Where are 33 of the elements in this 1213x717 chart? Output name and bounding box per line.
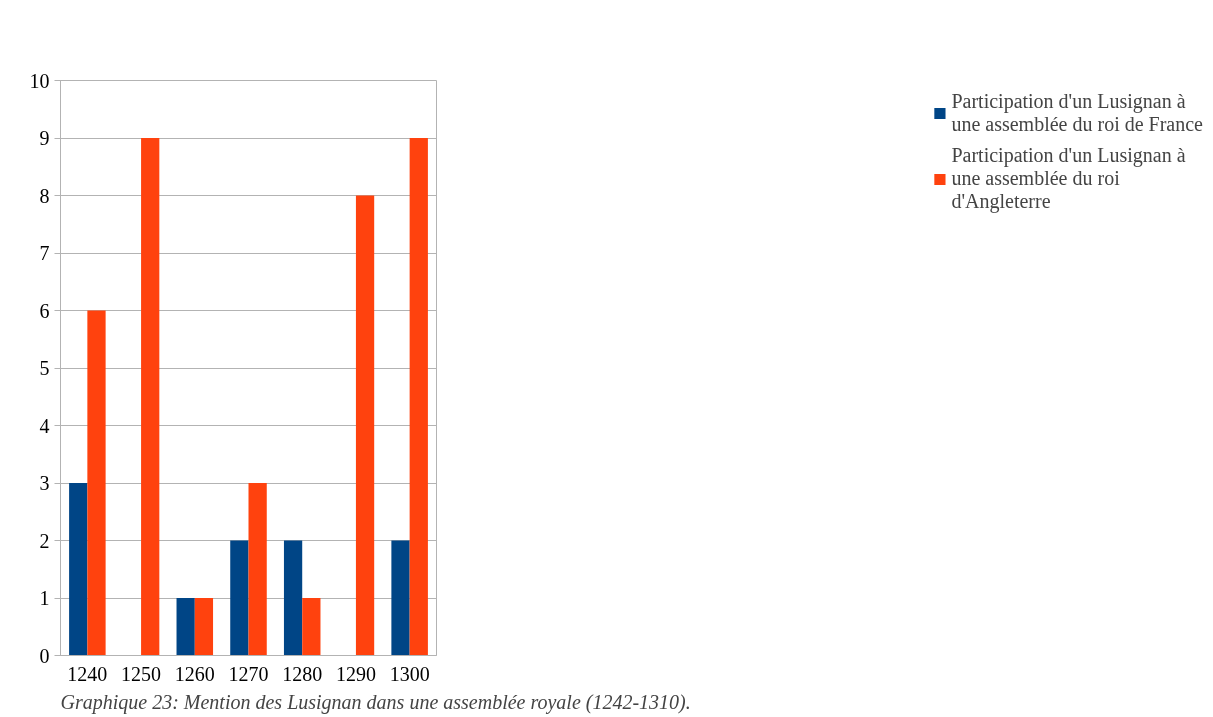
y-tick-label: 8	[39, 184, 50, 207]
bar	[283, 540, 303, 656]
x-tick-label: 1250	[121, 662, 162, 685]
x-tick-label: 1260	[174, 662, 215, 685]
x-tick-label: 1240	[67, 662, 108, 685]
bar	[141, 138, 160, 656]
x-tick-label: 1300	[389, 662, 430, 685]
y-tick-label: 2	[39, 529, 50, 552]
y-tick-label: 5	[39, 357, 50, 379]
text: Graphique 23: Mention des Lusignan dans une assemblée royale (1242-1310).	[60, 690, 691, 714]
bar	[409, 138, 428, 656]
bar	[194, 598, 214, 656]
y-tick-label: 7	[39, 242, 50, 264]
y-tick-label: 0	[39, 644, 50, 667]
x-tick-label: 1270	[228, 662, 269, 685]
y-tick-label: 10	[29, 69, 50, 92]
x-tick-label: 1280	[282, 662, 323, 685]
y-tick-label: 6	[39, 299, 50, 322]
bar	[302, 598, 321, 656]
bar	[355, 195, 375, 656]
legend-label: Participation d'un Lusignan à une assemblée du roi d'Angleterre	[951, 144, 1186, 213]
y-tick-label: 9	[39, 127, 50, 149]
x-tick-label: 1290	[335, 662, 376, 685]
bar	[391, 540, 410, 656]
y-tick-label: 3	[39, 472, 50, 494]
legend-label: Participation d'un Lusignan à une assemblée du roi de France	[951, 90, 1203, 136]
bar	[69, 483, 88, 656]
y-tick-label: 4	[39, 414, 50, 437]
y-tick-label: 1	[39, 587, 50, 609]
bar	[176, 598, 195, 656]
bar	[248, 483, 267, 656]
bar	[87, 310, 106, 656]
bar	[230, 540, 249, 656]
